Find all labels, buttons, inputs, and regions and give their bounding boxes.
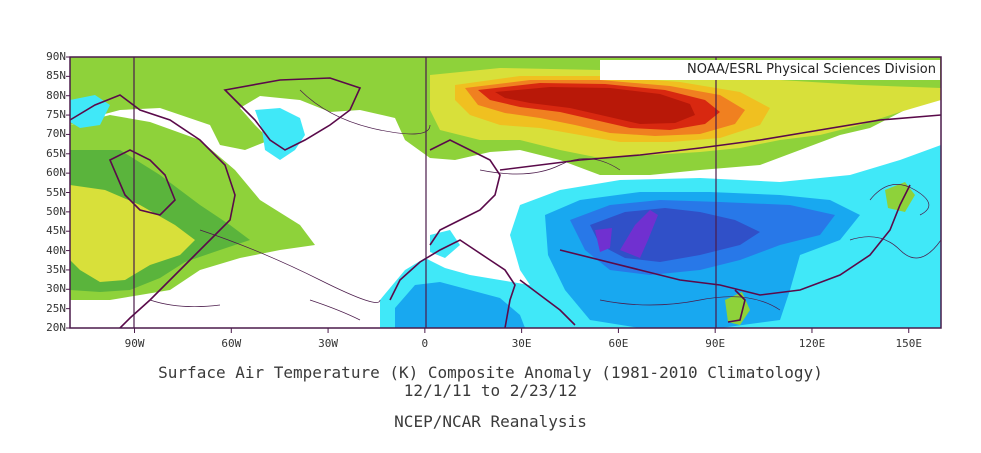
- coastlines: [70, 77, 941, 328]
- lat-label: 90N: [46, 50, 66, 63]
- lat-label: 35N: [46, 262, 66, 276]
- map-title-line2: 12/1/11 to 2/23/12: [403, 381, 578, 400]
- lat-label: 40N: [46, 243, 66, 257]
- contour-lines: [149, 89, 941, 321]
- lat-label: 50N: [46, 204, 66, 218]
- lon-label: 30W: [318, 337, 338, 350]
- eurasia-cold-5: [620, 210, 658, 258]
- lat-label: 70N: [46, 127, 66, 141]
- credit-label: NOAA/ESRL Physical Sciences Division: [600, 60, 940, 80]
- axis-ticks: [66, 56, 910, 333]
- map-title-line1: Surface Air Temperature (K) Composite An…: [158, 363, 823, 382]
- lon-label: 30E: [511, 337, 532, 350]
- lon-label: 90W: [124, 337, 145, 350]
- meridian-lines: [133, 57, 717, 328]
- lat-label: 80N: [46, 88, 66, 102]
- lat-label: 60N: [46, 166, 66, 180]
- lat-label: 85N: [46, 69, 66, 83]
- africa-cold-2: [395, 282, 525, 328]
- lon-label: 120E: [798, 337, 826, 350]
- lon-label: 60E: [608, 337, 629, 350]
- arctic-warm-5: [495, 87, 695, 124]
- lat-label: 30N: [46, 282, 66, 296]
- lat-label: 45N: [46, 224, 66, 238]
- india-warm-spot: [725, 292, 750, 325]
- lon-label: 90E: [705, 337, 726, 350]
- data-source-label: NCEP/NCAR Reanalysis: [394, 412, 587, 431]
- north-america-warm-core: [70, 185, 195, 282]
- eurasia-cold-6: [595, 228, 612, 252]
- lat-label: 65N: [46, 146, 66, 160]
- anomaly-fill: [70, 57, 941, 328]
- lon-label: 150E: [895, 337, 922, 350]
- lon-label: 60W: [221, 337, 242, 350]
- lat-label: 75N: [46, 108, 66, 122]
- lat-label: 20N: [46, 321, 66, 334]
- lat-label: 55N: [46, 185, 66, 199]
- lat-label: 25N: [46, 301, 66, 315]
- lon-label: 0: [421, 337, 429, 350]
